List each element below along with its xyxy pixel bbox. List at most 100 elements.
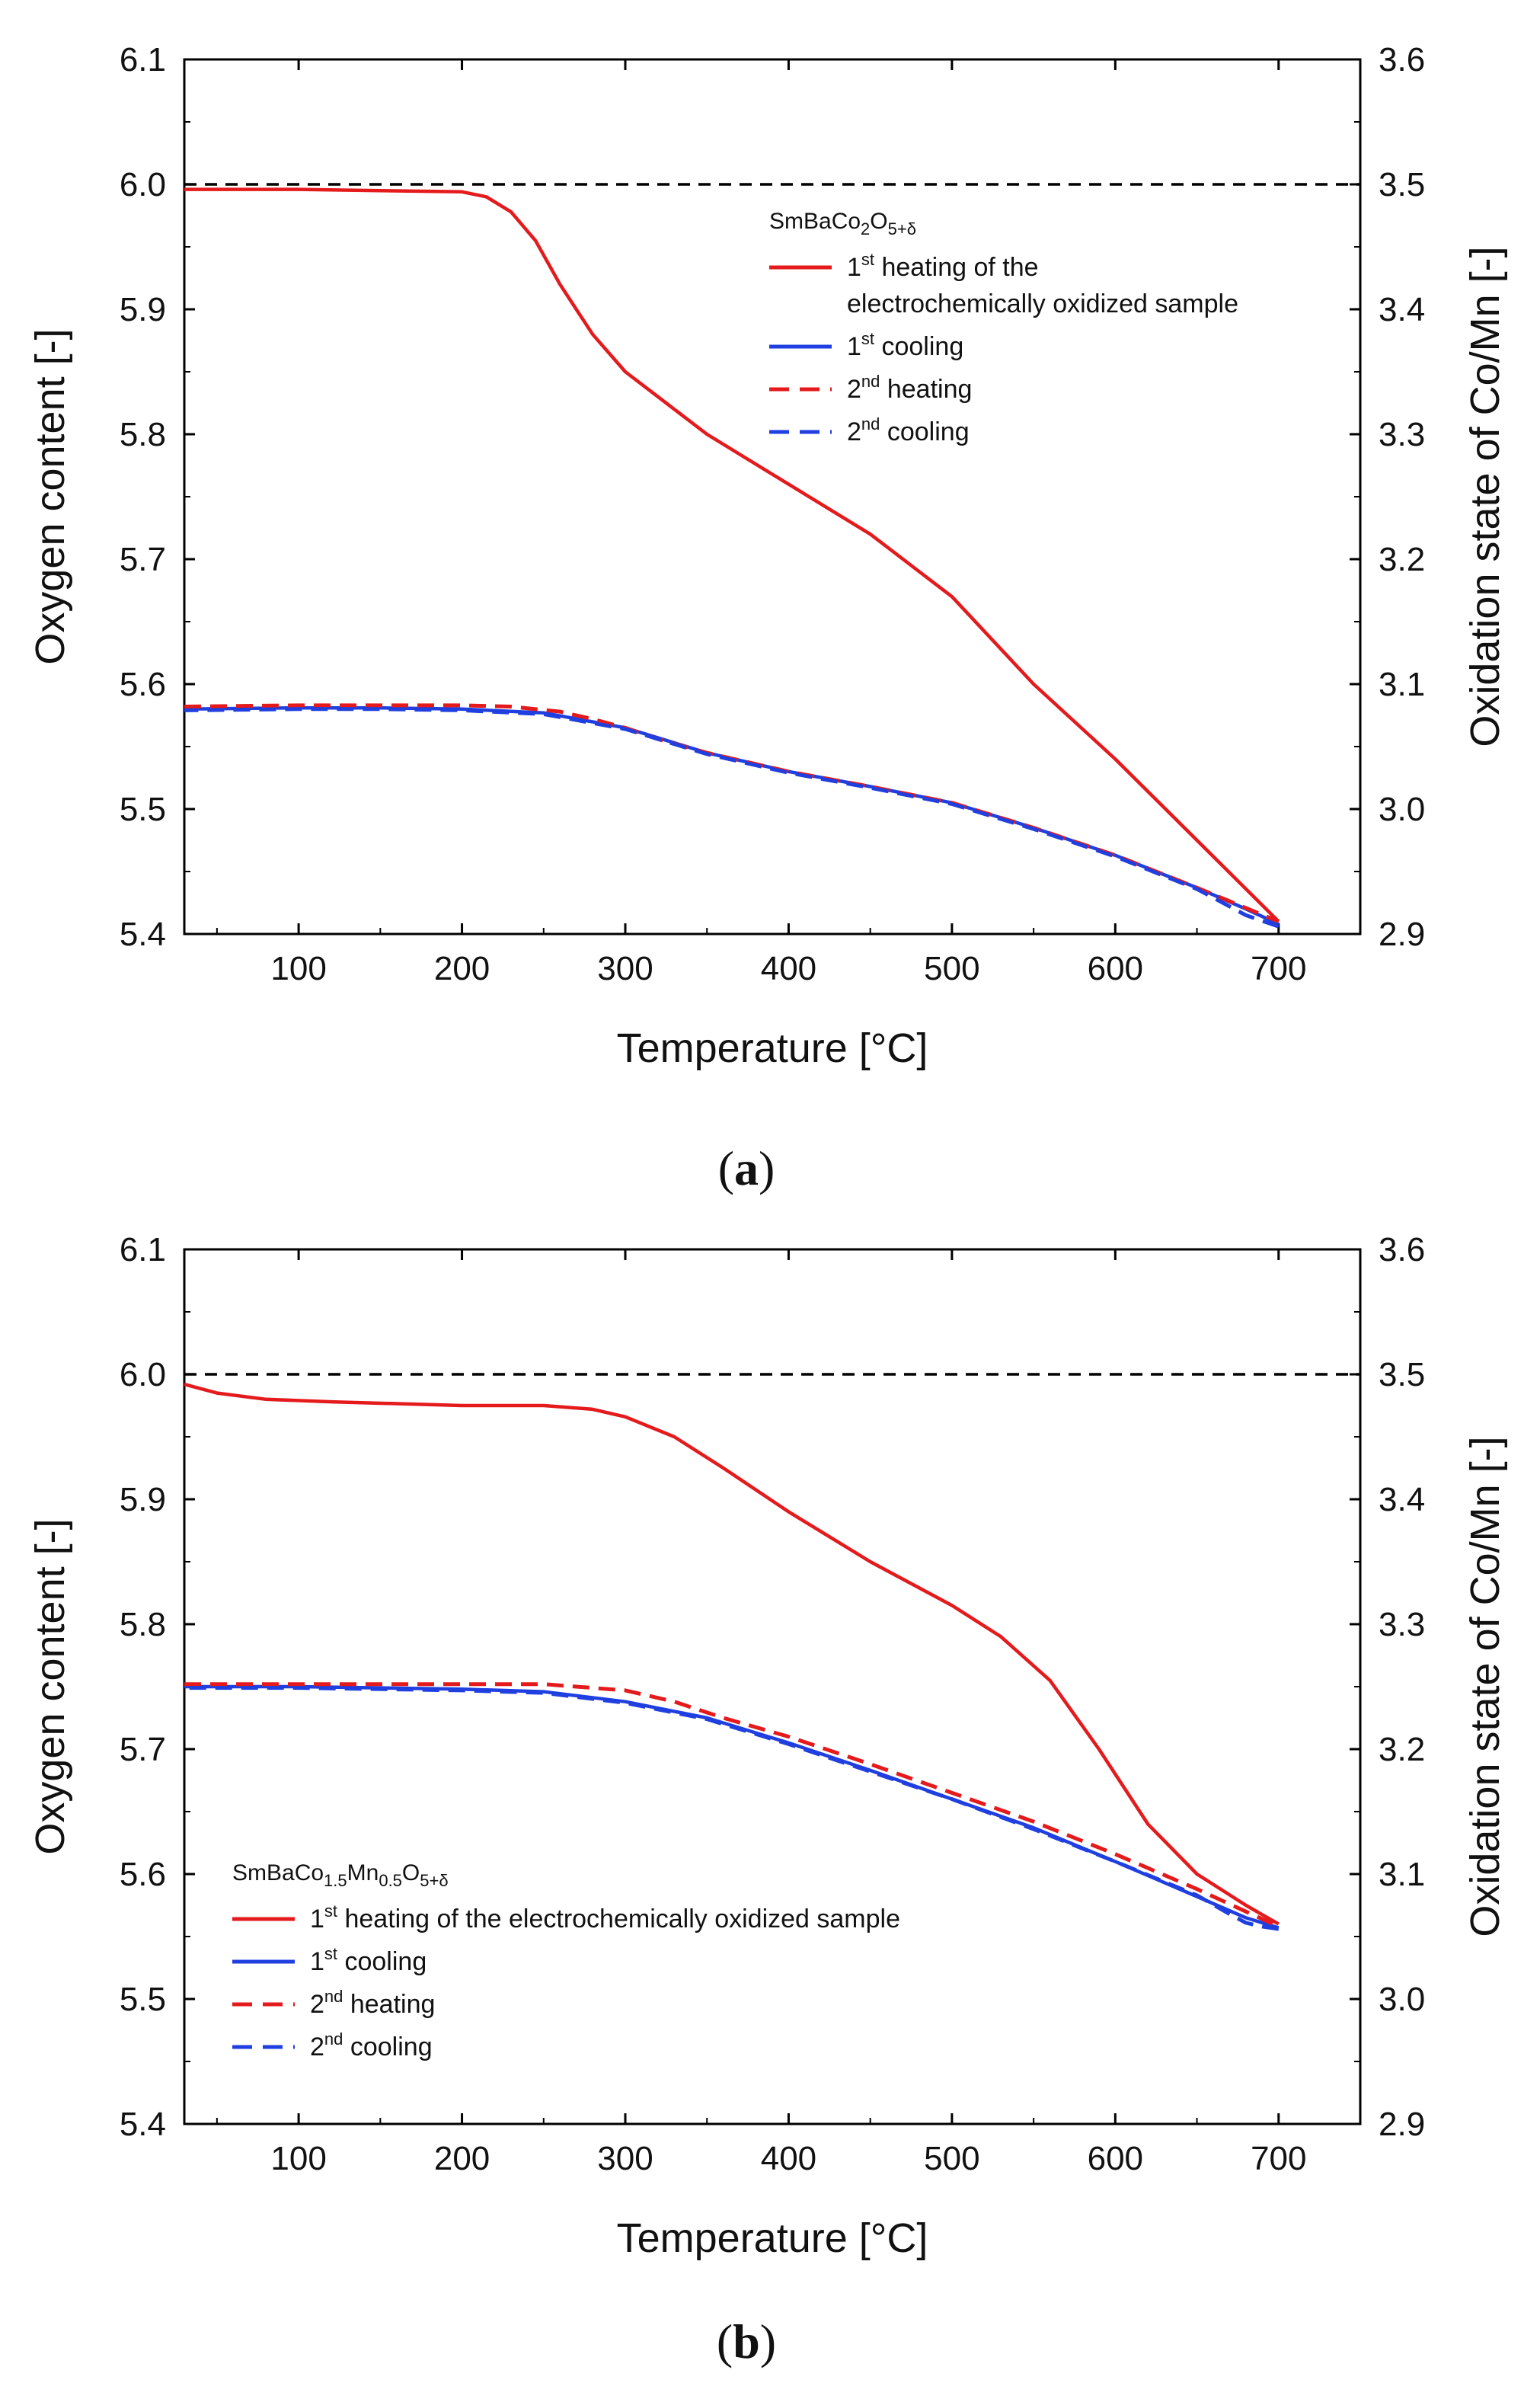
y-tick-label: 5.4 [120,916,166,953]
panel-caption: (a) [718,1141,775,1195]
x-tick-label: 600 [1088,950,1143,987]
caption-paren: ( [718,1141,734,1195]
y-tick-label: 6.0 [120,166,166,203]
y-tick-label: 5.5 [120,791,166,828]
legend-text-part: cooling [337,1947,427,1976]
legend-title-subscript: 2 [861,219,870,238]
y-tick-label: 5.4 [120,2106,166,2143]
legend-label-0: 1st heating of the [847,250,1039,282]
legend-ordinal-suffix: nd [324,1987,343,2006]
y-tick-label: 5.9 [120,291,166,328]
y2-axis-title: Oxidation state of Co/Mn [-] [1462,246,1508,747]
legend-text-part: heating [880,375,972,404]
legend-label-1: 1st cooling [847,329,963,361]
series-line-0 [184,187,1280,923]
series-line-1 [184,705,1280,926]
legend-title: SmBaCo2O5+δ [769,209,916,238]
legend-title-part: SmBaCo [232,1860,324,1885]
y2-tick-label: 3.2 [1379,1731,1425,1768]
legend-title-part: SmBaCo [769,209,861,234]
legend-text-part: cooling [880,417,969,446]
y2-tick-label: 3.4 [1379,1481,1425,1518]
chart-panel-b: 100 200 300 400 500 600 700 5.4 5.5 5.6 5.7 5.8 5.9 6… [27,1231,1508,2368]
y2-tick-label: 2.9 [1379,2106,1425,2143]
legend-label-2: 2nd heating [847,372,972,404]
legend-ordinal: 1 [310,1947,324,1976]
x-tick-label: 200 [434,950,490,987]
legend-title: SmBaCo1.5Mn0.5O5+δ [232,1860,449,1890]
x-axis-title: Temperature [°C] [617,2215,928,2261]
y-tick-label: 6.0 [120,1356,166,1393]
series-line-1 [184,1684,1280,1930]
y-axis-title: Oxygen content [-] [27,328,73,664]
y-tick-label: 6.1 [120,41,166,78]
y2-axis-title: Oxidation state of Co/Mn [-] [1462,1436,1508,1937]
y2-tick-label: 3.6 [1379,41,1425,78]
x-tick-label: 100 [270,2140,326,2177]
series-line-2 [184,1682,1280,1929]
y2-tick-label: 3.5 [1379,1356,1425,1393]
y-tick-label: 5.8 [120,1606,166,1643]
legend-ordinal: 2 [847,375,861,404]
chart-panel-a: 100 200 300 400 500 600 700 5.4 5.5 5.6 5.7 5.8 5.9 6… [27,41,1508,1195]
legend-text-part: cooling [343,2033,432,2061]
legend-title-part: O [870,209,887,234]
legend-ordinal-suffix: nd [324,2029,343,2049]
x-tick-label: 100 [270,950,326,987]
y-axis-title: Oxygen content [-] [27,1518,73,1854]
y-tick-label: 5.8 [120,416,166,453]
x-tick-label: 400 [761,950,816,987]
x-tick-label: 400 [761,2140,816,2177]
legend-ordinal-suffix: st [324,1944,337,1963]
legend-label-0: 1st heating of the electrochemically oxi… [310,1901,900,1933]
y2-tick-label: 3.0 [1379,1981,1425,2018]
legend-title-part: O [402,1860,420,1885]
legend-title-subscript: 5+δ [420,1871,448,1890]
y-tick-label: 5.5 [120,1981,166,2018]
legend-text-part: heating of the [874,253,1039,282]
legend-ordinal-suffix: st [861,329,874,348]
caption-letter: a [734,1141,759,1195]
x-tick-label: 200 [434,2140,490,2177]
panel-caption: (b) [717,2314,776,2368]
legend-label-3: 2nd cooling [310,2029,433,2061]
y2-tick-label: 3.4 [1379,291,1425,328]
series-line-0 [184,1382,1280,1926]
x-tick-label: 300 [597,2140,653,2177]
series-line-3 [184,1686,1280,1931]
legend-ordinal: 1 [847,253,861,282]
x-tick-label: 300 [597,950,653,987]
x-tick-label: 600 [1088,2140,1143,2177]
caption-paren: ( [717,2314,733,2368]
legend-ordinal: 1 [310,1905,324,1933]
legend-label-3: 2nd cooling [847,414,970,446]
legend-ordinal: 2 [310,1990,324,2019]
legend-ordinal: 2 [847,417,861,446]
series-line-2 [184,703,1280,923]
legend-ordinal: 2 [310,2033,324,2061]
y2-tick-label: 3.1 [1379,666,1425,703]
series-line-3 [184,707,1280,929]
y2-tick-label: 3.5 [1379,166,1425,203]
legend-title-subscript: 1.5 [324,1871,347,1890]
legend-ordinal-suffix: st [324,1901,337,1921]
legend-title-part: Mn [347,1860,379,1885]
y-tick-label: 5.9 [120,1481,166,1518]
legend-text-part: heating of the electrochemically oxidize… [337,1905,900,1933]
x-tick-label: 700 [1251,2140,1306,2177]
y-tick-label: 5.6 [120,1856,166,1893]
x-tick-label: 500 [924,950,979,987]
y2-tick-label: 2.9 [1379,916,1425,953]
legend-ordinal: 1 [847,332,861,361]
legend-label-1: 1st cooling [310,1944,427,1976]
y-tick-label: 5.6 [120,666,166,703]
y2-tick-label: 3.3 [1379,416,1425,453]
caption-paren: ) [759,1141,775,1195]
y-tick-label: 5.7 [120,1731,166,1768]
legend-text-part: heating [343,1990,435,2019]
x-tick-label: 500 [924,2140,979,2177]
legend-title-subscript: 5+δ [888,219,916,238]
y-tick-label: 6.1 [120,1231,166,1268]
caption-letter: b [733,2314,760,2368]
x-tick-label: 700 [1251,950,1306,987]
